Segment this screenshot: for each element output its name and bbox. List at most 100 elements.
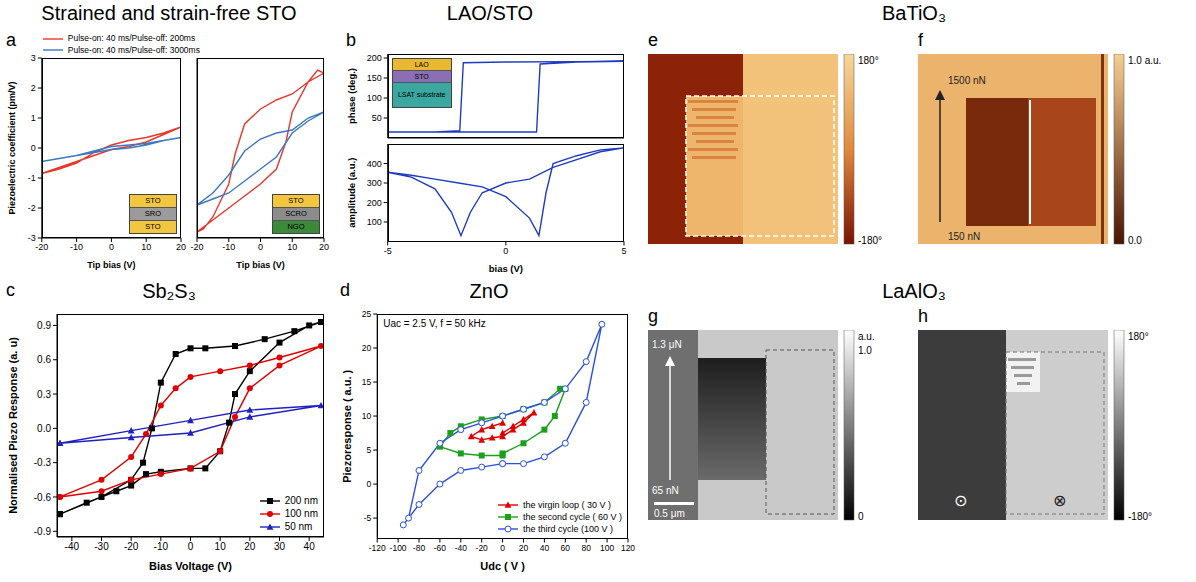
html-text:Sb₂S₃: Sb₂S₃	[142, 280, 196, 302]
svg-text:-10: -10	[222, 242, 235, 252]
svg-text:25: 25	[362, 309, 372, 319]
svg-text:1.3 μN: 1.3 μN	[652, 339, 682, 350]
svg-text:60: 60	[561, 543, 571, 553]
svg-text:-180°: -180°	[1128, 511, 1152, 522]
svg-text:200: 200	[367, 198, 382, 208]
svg-text:65 nN: 65 nN	[652, 485, 679, 496]
svg-text:-120: -120	[369, 543, 386, 553]
svg-text:80: 80	[581, 543, 591, 553]
svg-text:phase (deg.): phase (deg.)	[346, 68, 357, 124]
svg-text:0.5 μm: 0.5 μm	[654, 508, 685, 519]
svg-text:amplitude (a.u.): amplitude (a.u.)	[346, 158, 357, 228]
svg-text:Normalised Piezo Response (a.: Normalised Piezo Response (a. u)	[7, 337, 19, 514]
html-text:Strained and strain-free STO: Strained and strain-free STO	[41, 2, 297, 24]
svg-text:Bias Voltage (V): Bias Voltage (V)	[149, 560, 232, 572]
svg-text:20: 20	[244, 541, 256, 552]
svg-text:120: 120	[621, 543, 635, 553]
html-text:200 nm: 200 nm	[284, 495, 318, 506]
svg-text:40: 40	[540, 543, 550, 553]
svg-text:Udc ( V ): Udc ( V )	[480, 560, 525, 572]
svg-text:-40: -40	[455, 543, 468, 553]
svg-text:-3: -3	[28, 233, 36, 243]
html-text:BaTiO₃: BaTiO₃	[882, 2, 946, 24]
svg-text:0: 0	[858, 511, 864, 522]
svg-text:⊗: ⊗	[1053, 492, 1066, 509]
svg-text:0: 0	[31, 143, 36, 153]
svg-text:15: 15	[362, 377, 372, 387]
svg-text:0.0: 0.0	[37, 423, 51, 434]
svg-text:400: 400	[367, 159, 382, 169]
svg-text:1.0 a.u.: 1.0 a.u.	[1128, 55, 1161, 66]
svg-text:0: 0	[258, 242, 263, 252]
svg-text:0.9: 0.9	[37, 320, 51, 331]
svg-text:3: 3	[31, 53, 36, 63]
svg-text:30: 30	[274, 541, 286, 552]
svg-text:0: 0	[109, 242, 114, 252]
svg-text:-80: -80	[413, 543, 426, 553]
svg-text:0: 0	[188, 541, 194, 552]
svg-text:2: 2	[31, 83, 36, 93]
svg-text:-0.3: -0.3	[34, 457, 52, 468]
svg-text:10: 10	[362, 411, 372, 421]
svg-text:-5: -5	[384, 246, 392, 256]
svg-text:100: 100	[367, 93, 382, 103]
svg-text:0.3: 0.3	[37, 389, 51, 400]
svg-text:-30: -30	[94, 541, 109, 552]
svg-text:20: 20	[319, 242, 329, 252]
svg-text:150: 150	[367, 73, 382, 83]
svg-text:1: 1	[31, 113, 36, 123]
svg-text:Tip bias (V): Tip bias (V)	[87, 260, 135, 270]
svg-text:-40: -40	[65, 541, 80, 552]
html-text:LAO/STO: LAO/STO	[446, 2, 534, 24]
svg-text:100: 100	[367, 217, 382, 227]
svg-text:20: 20	[176, 242, 186, 252]
svg-text:200: 200	[367, 53, 382, 63]
html-text:Pulse-on: 40 ms/Pulse-off: 300: Pulse-on: 40 ms/Pulse-off: 3000ms	[67, 44, 200, 55]
svg-text:100: 100	[600, 543, 614, 553]
html-text:LaAlO₃: LaAlO₃	[882, 280, 946, 302]
svg-text:5: 5	[366, 445, 371, 455]
svg-text:Tip bias (V): Tip bias (V)	[236, 260, 284, 270]
html-text:ZnO: ZnO	[469, 280, 509, 302]
svg-text:10: 10	[287, 242, 297, 252]
svg-text:-60: -60	[434, 543, 447, 553]
svg-text:-10: -10	[154, 541, 169, 552]
svg-text:-20: -20	[190, 242, 203, 252]
svg-text:0.0: 0.0	[1128, 235, 1142, 246]
svg-text:-10: -10	[70, 242, 83, 252]
svg-text:10: 10	[215, 541, 227, 552]
svg-text:Piezoelectric coefficient (pm/: Piezoelectric coefficient (pm/V)	[7, 81, 17, 214]
svg-text:-20: -20	[476, 543, 489, 553]
svg-text:⊙: ⊙	[954, 492, 967, 509]
svg-text:Piezoresponse ( a.u. ): Piezoresponse ( a.u. )	[341, 369, 353, 482]
svg-text:0: 0	[366, 479, 371, 489]
html-text:50 nm: 50 nm	[284, 521, 313, 532]
svg-text:-1: -1	[28, 173, 36, 183]
svg-text:180°: 180°	[858, 55, 879, 66]
svg-text:20: 20	[362, 343, 372, 353]
svg-text:1.0: 1.0	[858, 345, 872, 356]
svg-text:-20: -20	[35, 242, 48, 252]
svg-text:10: 10	[141, 242, 151, 252]
svg-text:300: 300	[367, 178, 382, 188]
svg-text:-2: -2	[28, 203, 36, 213]
svg-text:-20: -20	[124, 541, 139, 552]
svg-text:20: 20	[519, 543, 529, 553]
svg-text:-5: -5	[364, 513, 372, 523]
svg-text:-0.6: -0.6	[34, 492, 52, 503]
svg-text:0: 0	[500, 543, 505, 553]
svg-text:5: 5	[621, 246, 626, 256]
svg-text:0: 0	[503, 246, 508, 256]
svg-text:180°: 180°	[1128, 331, 1149, 342]
svg-text:bias (V): bias (V)	[489, 263, 523, 274]
svg-text:0.6: 0.6	[37, 354, 51, 365]
html-text:100 nm: 100 nm	[284, 508, 318, 519]
svg-text:50: 50	[372, 113, 382, 123]
svg-text:1500 nN: 1500 nN	[948, 75, 986, 86]
svg-text:-100: -100	[390, 543, 407, 553]
svg-text:-0.9: -0.9	[34, 526, 52, 537]
svg-text:a.u.: a.u.	[858, 331, 875, 342]
svg-text:150 nN: 150 nN	[948, 231, 980, 242]
svg-text:40: 40	[304, 541, 316, 552]
svg-text:-180°: -180°	[858, 235, 882, 246]
